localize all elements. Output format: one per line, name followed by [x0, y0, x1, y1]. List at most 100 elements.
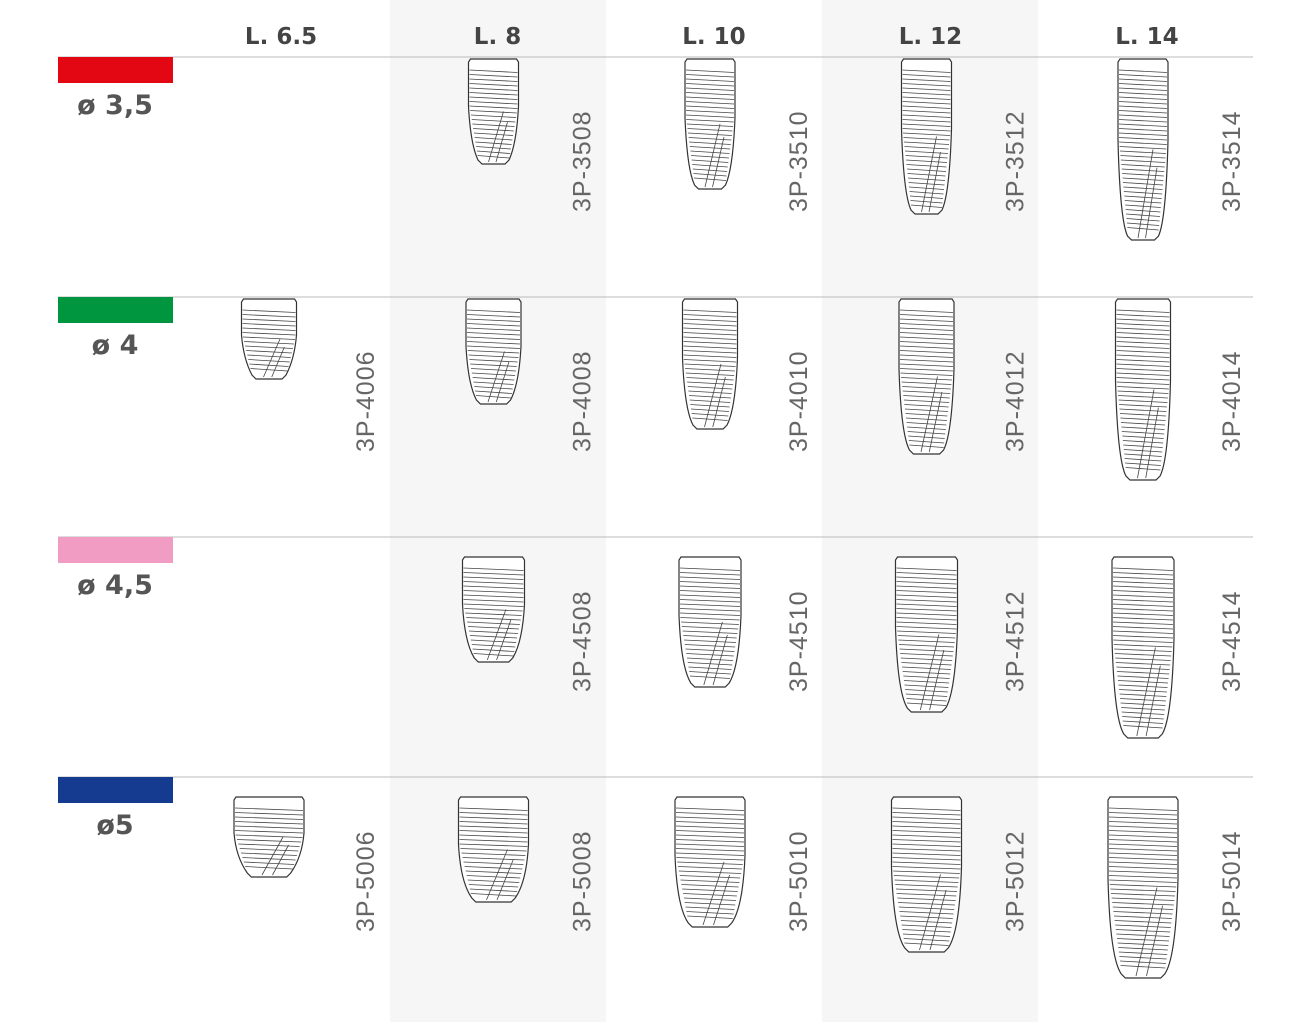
thread-line	[242, 857, 296, 861]
thread-line	[685, 96, 735, 100]
thread-line	[241, 852, 297, 856]
thread-line	[465, 870, 522, 874]
thread-line	[896, 599, 957, 603]
thread-line	[901, 381, 952, 385]
thread-line	[1124, 453, 1162, 457]
thread-line	[1119, 150, 1167, 154]
thread-line	[689, 146, 731, 150]
implant-drawing	[681, 298, 739, 430]
thread-line	[896, 576, 957, 580]
flute-line	[263, 338, 281, 378]
thread-line	[1118, 947, 1168, 951]
thread-line	[899, 318, 954, 322]
thread-line	[678, 866, 742, 870]
implant-drawing	[461, 556, 526, 663]
thread-line	[902, 929, 951, 933]
thread-line	[899, 648, 954, 652]
thread-line	[683, 323, 737, 327]
thread-line	[899, 341, 954, 345]
thread-line	[688, 132, 732, 136]
thread-line	[471, 372, 516, 376]
product-code: 3P-4014	[1218, 350, 1246, 452]
flute-line	[1137, 389, 1155, 479]
thread-line	[903, 141, 950, 145]
thread-line	[464, 608, 523, 612]
thread-line	[679, 612, 741, 616]
thread-line	[1112, 902, 1174, 906]
thread-line	[459, 843, 528, 847]
thread-line	[1116, 318, 1170, 322]
thread-line	[685, 648, 735, 652]
thread-line	[901, 377, 952, 381]
thread-line	[1108, 861, 1178, 865]
thread-line	[1119, 689, 1167, 693]
thread-line	[1121, 431, 1165, 435]
thread-line	[902, 114, 951, 118]
flute-line	[486, 849, 508, 901]
flute-line	[929, 889, 947, 951]
thread-line	[675, 825, 745, 829]
flute-line	[704, 363, 722, 428]
thread-line	[250, 368, 288, 372]
thread-line	[899, 363, 954, 367]
thread-line	[236, 839, 302, 843]
thread-line	[683, 336, 737, 340]
thread-line	[1110, 893, 1176, 897]
thread-line	[686, 657, 734, 661]
thread-line	[477, 155, 510, 159]
product-code: 3P-4510	[785, 590, 813, 692]
flute-line	[928, 151, 941, 213]
thread-line	[675, 839, 745, 843]
thread-line	[470, 363, 517, 367]
thread-line	[675, 830, 745, 834]
thread-line	[468, 884, 519, 888]
thread-line	[1108, 807, 1178, 811]
thread-line	[1116, 377, 1170, 381]
thread-line	[1114, 920, 1172, 924]
thread-line	[1113, 639, 1173, 643]
product-code: 3P-3512	[1002, 110, 1030, 212]
thread-line	[1118, 132, 1168, 136]
thread-line	[1116, 314, 1170, 318]
implant-outline	[890, 796, 963, 953]
thread-line	[1113, 911, 1173, 915]
thread-line	[897, 897, 956, 901]
thread-line	[459, 816, 528, 820]
thread-line	[904, 146, 949, 150]
thread-line	[896, 612, 957, 616]
thread-line	[1125, 213, 1161, 217]
thread-line	[904, 408, 949, 412]
thread-line	[909, 191, 944, 195]
thread-line	[1120, 417, 1166, 421]
thread-line	[899, 345, 954, 349]
thread-line	[681, 626, 739, 630]
product-code: 3P-3508	[569, 110, 597, 212]
implant-outline	[1111, 556, 1175, 739]
thread-line	[469, 101, 518, 105]
thread-line	[892, 857, 961, 861]
thread-line	[675, 816, 745, 820]
row-label: ø 3,5	[77, 90, 153, 121]
thread-line	[906, 168, 947, 172]
thread-line	[1126, 218, 1160, 222]
thread-line	[467, 879, 520, 883]
thread-line	[1112, 621, 1174, 625]
thread-line	[471, 644, 516, 648]
thread-line	[900, 372, 953, 376]
thread-line	[469, 69, 518, 73]
thread-line	[906, 698, 947, 702]
thread-line	[685, 368, 735, 372]
thread-line	[679, 599, 741, 603]
thread-line	[1114, 648, 1172, 652]
thread-line	[689, 675, 731, 679]
product-code: 3P-4514	[1218, 590, 1246, 692]
thread-line	[686, 123, 734, 127]
flute-line	[704, 123, 721, 188]
thread-line	[691, 408, 729, 412]
thread-line	[899, 323, 954, 327]
thread-line	[677, 861, 743, 865]
implant-outline	[240, 298, 298, 380]
thread-line	[466, 345, 521, 349]
thread-line	[1122, 435, 1164, 439]
thread-line	[892, 807, 961, 811]
